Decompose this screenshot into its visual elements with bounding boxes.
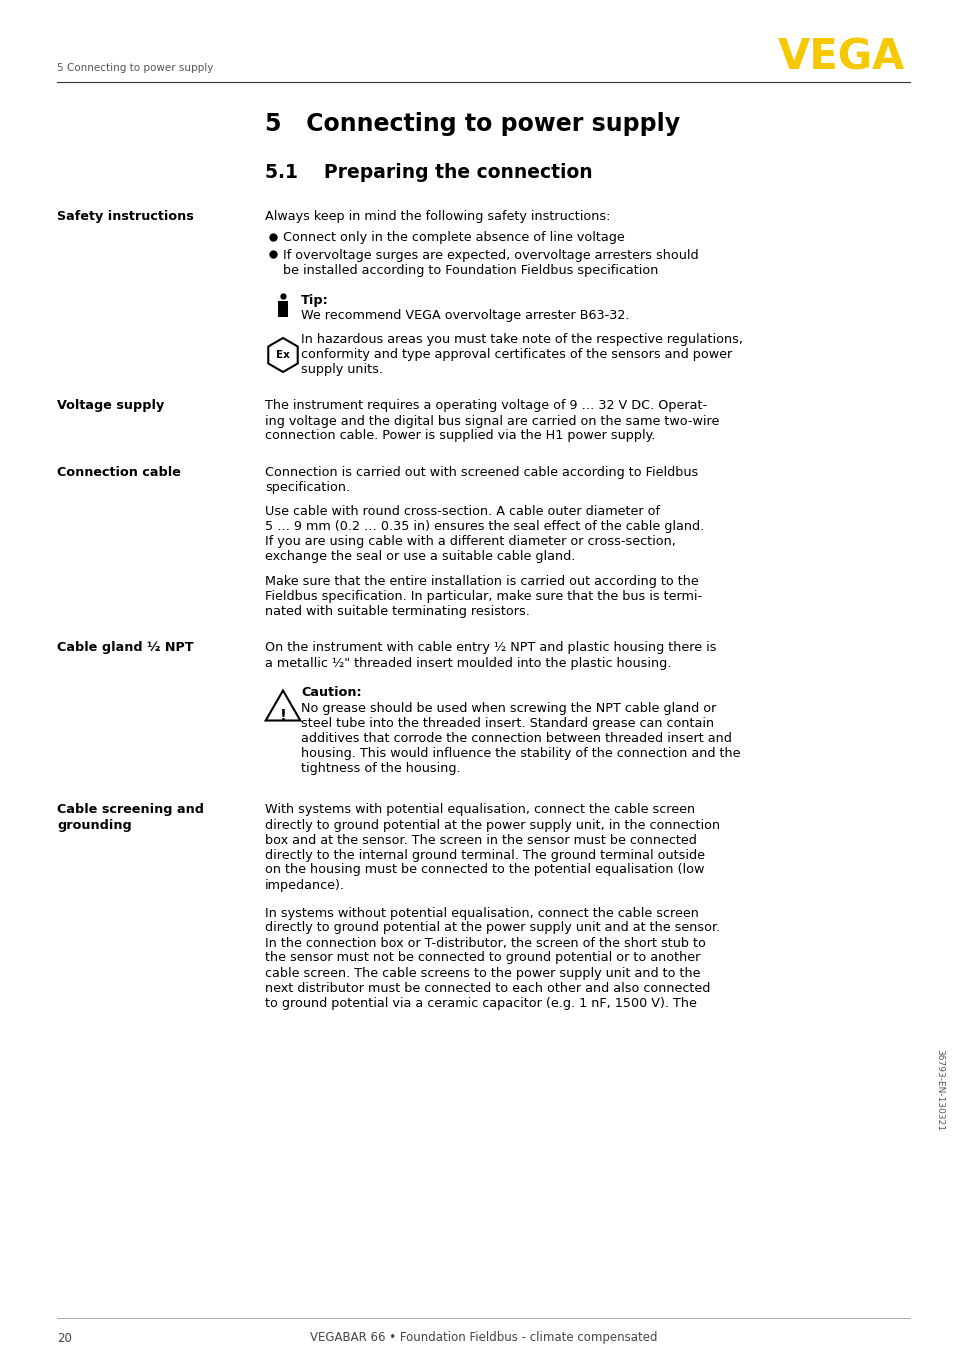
Text: VEGABAR 66 • Foundation Fieldbus - climate compensated: VEGABAR 66 • Foundation Fieldbus - clima…: [310, 1331, 657, 1345]
Text: 20: 20: [57, 1331, 71, 1345]
Text: Connection is carried out with screened cable according to Fieldbus
specificatio: Connection is carried out with screened …: [265, 466, 698, 494]
Text: Safety instructions: Safety instructions: [57, 210, 193, 223]
Text: Always keep in mind the following safety instructions:: Always keep in mind the following safety…: [265, 210, 610, 223]
Text: Connect only in the complete absence of line voltage: Connect only in the complete absence of …: [283, 232, 624, 245]
Text: !: !: [279, 709, 286, 724]
Text: With systems with potential equalisation, connect the cable screen
directly to g: With systems with potential equalisation…: [265, 803, 720, 891]
Text: 5 Connecting to power supply: 5 Connecting to power supply: [57, 64, 213, 73]
Text: In hazardous areas you must take note of the respective regulations,
conformity : In hazardous areas you must take note of…: [301, 333, 742, 376]
Text: 36793-EN-130321: 36793-EN-130321: [935, 1049, 943, 1131]
Text: 5.1    Preparing the connection: 5.1 Preparing the connection: [265, 164, 592, 183]
Text: Ex: Ex: [275, 349, 290, 360]
Text: Connection cable: Connection cable: [57, 466, 181, 479]
Text: No grease should be used when screwing the NPT cable gland or
steel tube into th: No grease should be used when screwing t…: [301, 701, 740, 774]
Text: Cable screening and: Cable screening and: [57, 803, 204, 816]
Text: The instrument requires a operating voltage of 9 … 32 V DC. Operat-
ing voltage : The instrument requires a operating volt…: [265, 399, 719, 443]
Text: On the instrument with cable entry ½ NPT and plastic housing there is
a metallic: On the instrument with cable entry ½ NPT…: [265, 642, 716, 669]
Bar: [277, 301, 288, 317]
Text: Cable gland ½ NPT: Cable gland ½ NPT: [57, 642, 193, 654]
Text: Make sure that the entire installation is carried out according to the
Fieldbus : Make sure that the entire installation i…: [265, 575, 701, 617]
Text: We recommend VEGA overvoltage arrester B63-32.: We recommend VEGA overvoltage arrester B…: [301, 310, 629, 322]
Text: In systems without potential equalisation, connect the cable screen
directly to : In systems without potential equalisatio…: [265, 906, 720, 1010]
Text: Tip:: Tip:: [301, 294, 329, 307]
Text: Caution:: Caution:: [301, 686, 361, 700]
Text: Voltage supply: Voltage supply: [57, 399, 164, 413]
Text: grounding: grounding: [57, 819, 132, 831]
Text: 5   Connecting to power supply: 5 Connecting to power supply: [265, 112, 679, 135]
Text: Use cable with round cross-section. A cable outer diameter of
5 … 9 mm (0.2 … 0.: Use cable with round cross-section. A ca…: [265, 505, 703, 563]
Text: If overvoltage surges are expected, overvoltage arresters should
be installed ac: If overvoltage surges are expected, over…: [283, 249, 698, 278]
Text: VEGA: VEGA: [777, 37, 904, 79]
